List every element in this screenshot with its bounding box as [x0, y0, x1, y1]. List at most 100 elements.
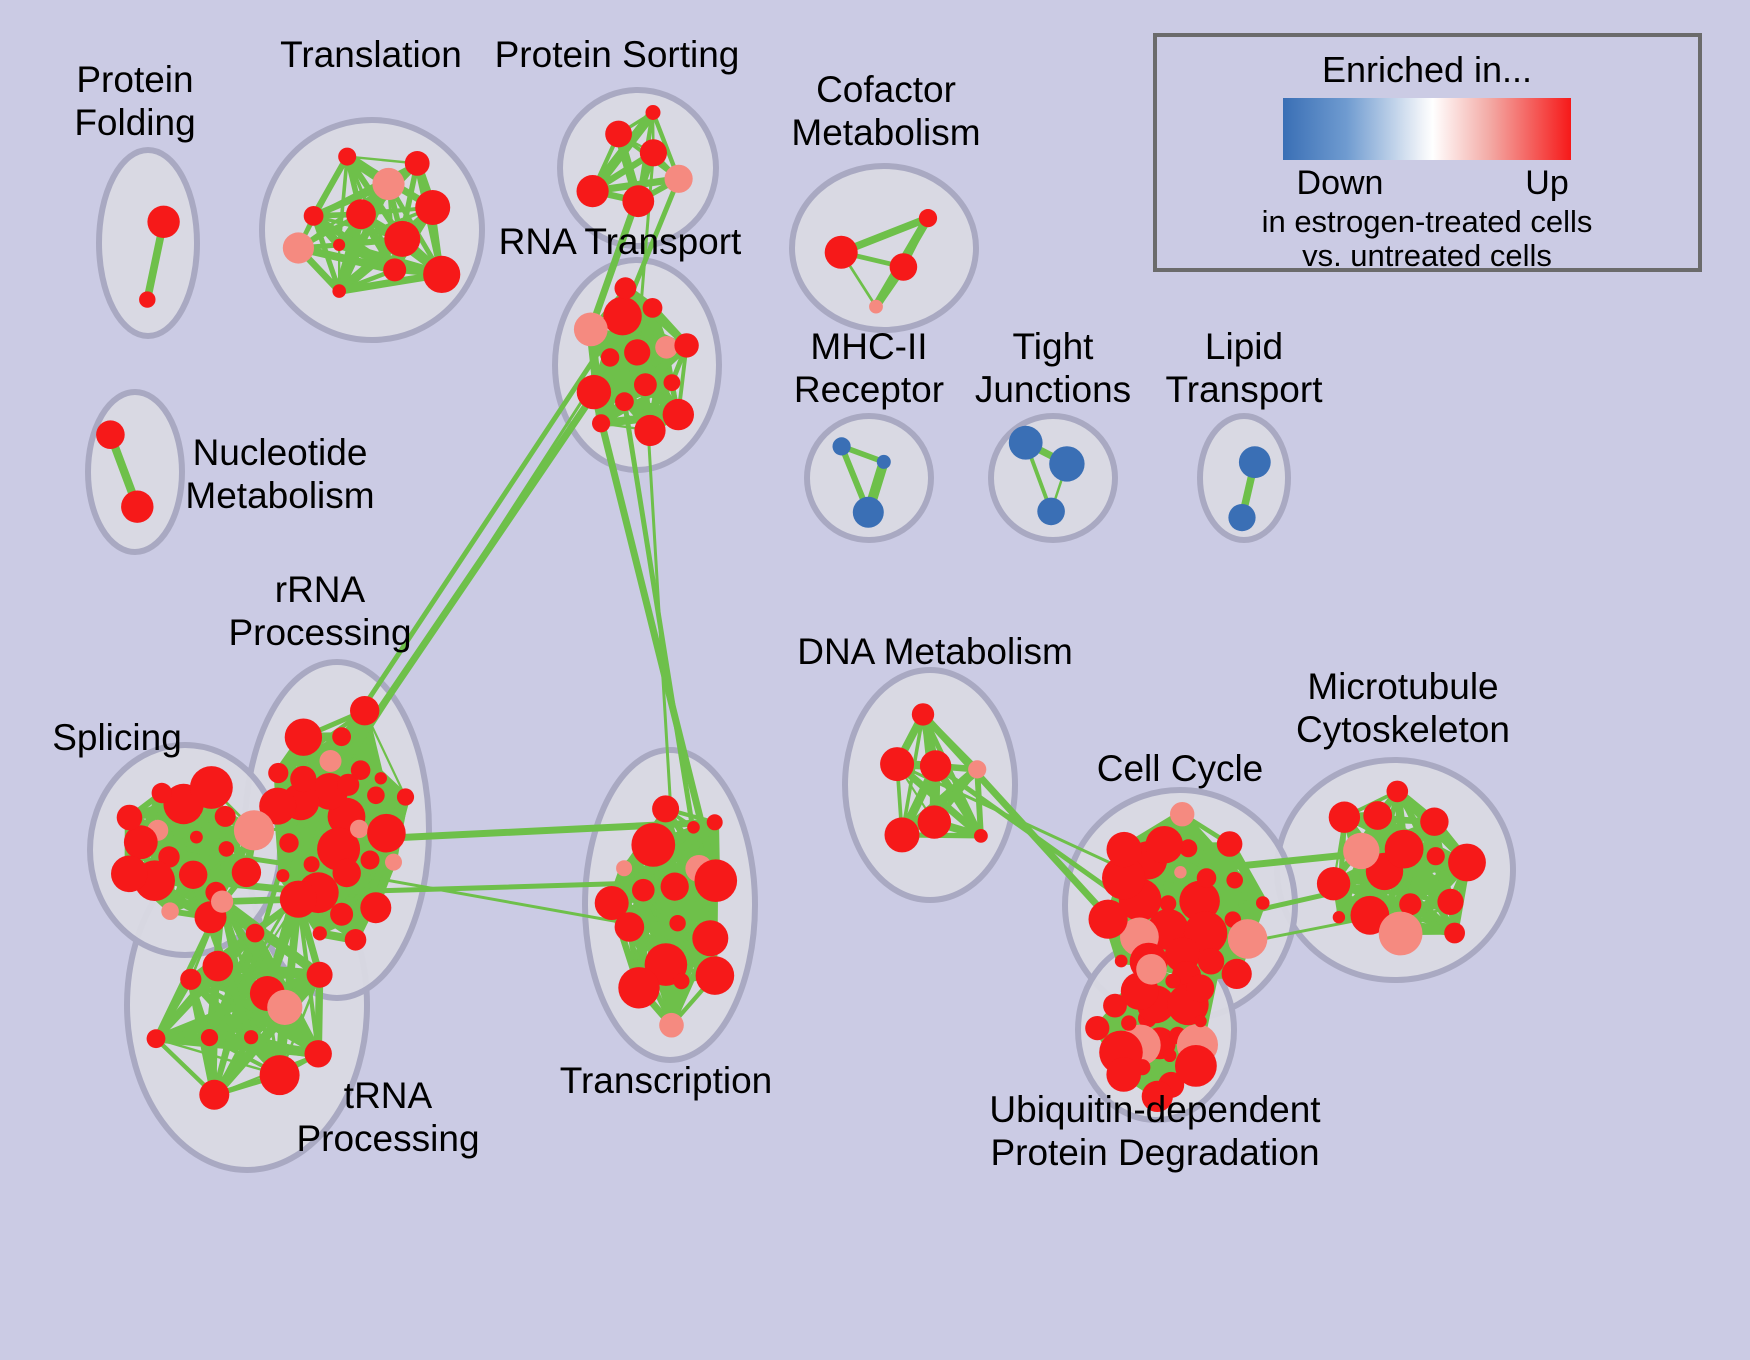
gene-set-node[interactable] — [918, 209, 938, 228]
gene-set-node[interactable] — [423, 255, 461, 293]
gene-set-node[interactable] — [360, 892, 392, 924]
gene-set-node[interactable] — [218, 841, 235, 857]
gene-set-node[interactable] — [304, 1040, 332, 1068]
gene-set-node[interactable] — [312, 926, 327, 941]
gene-set-node[interactable] — [852, 496, 884, 528]
gene-set-node[interactable] — [573, 312, 608, 347]
gene-set-node[interactable] — [634, 373, 657, 397]
gene-set-node[interactable] — [824, 235, 858, 269]
gene-set-node[interactable] — [919, 750, 952, 782]
gene-set-node[interactable] — [576, 175, 609, 208]
gene-set-node[interactable] — [659, 1012, 684, 1038]
gene-set-node[interactable] — [1186, 974, 1215, 1003]
gene-set-node[interactable] — [660, 872, 689, 901]
gene-set-node[interactable] — [974, 829, 988, 843]
gene-set-node[interactable] — [111, 855, 148, 893]
gene-set-node[interactable] — [1145, 826, 1184, 864]
gene-set-node[interactable] — [884, 817, 920, 853]
gene-set-node[interactable] — [233, 810, 275, 851]
gene-set-node[interactable] — [869, 299, 883, 314]
gene-set-node[interactable] — [290, 765, 317, 793]
gene-set-node[interactable] — [614, 277, 637, 300]
gene-set-node[interactable] — [332, 727, 351, 747]
hull-protein-sorting[interactable] — [557, 87, 719, 249]
gene-set-node[interactable] — [1343, 832, 1380, 870]
hull-nucleotide-metabolism[interactable] — [85, 389, 185, 555]
gene-set-node[interactable] — [385, 853, 402, 871]
gene-set-node[interactable] — [372, 167, 405, 201]
gene-set-node[interactable] — [631, 823, 676, 867]
gene-set-node[interactable] — [1085, 1016, 1110, 1041]
gene-set-node[interactable] — [669, 915, 686, 932]
gene-set-node[interactable] — [121, 490, 154, 523]
gene-set-node[interactable] — [214, 805, 236, 827]
gene-set-node[interactable] — [1106, 831, 1142, 868]
gene-set-node[interactable] — [592, 414, 611, 433]
gene-set-node[interactable] — [655, 336, 678, 359]
gene-set-node[interactable] — [1399, 893, 1422, 916]
gene-set-node[interactable] — [374, 772, 387, 785]
gene-set-node[interactable] — [1420, 807, 1449, 836]
gene-set-node[interactable] — [917, 805, 951, 839]
gene-set-node[interactable] — [1426, 847, 1445, 866]
gene-set-node[interactable] — [632, 878, 655, 902]
gene-set-node[interactable] — [911, 703, 935, 726]
hull-protein-folding[interactable] — [96, 147, 200, 339]
gene-set-node[interactable] — [367, 813, 406, 853]
gene-set-node[interactable] — [1121, 1015, 1137, 1031]
gene-set-node[interactable] — [179, 860, 208, 889]
gene-set-node[interactable] — [642, 298, 663, 318]
gene-set-node[interactable] — [1106, 1057, 1141, 1092]
gene-set-node[interactable] — [1238, 446, 1271, 479]
gene-set-node[interactable] — [663, 374, 681, 391]
gene-set-node[interactable] — [1141, 1080, 1173, 1112]
gene-set-node[interactable] — [880, 747, 915, 782]
gene-set-node[interactable] — [616, 860, 633, 877]
gene-set-node[interactable] — [332, 284, 347, 298]
gene-set-node[interactable] — [200, 1029, 219, 1047]
gene-set-node[interactable] — [615, 392, 634, 412]
gene-set-node[interactable] — [284, 718, 323, 756]
gene-set-node[interactable] — [202, 950, 234, 982]
gene-set-node[interactable] — [350, 819, 369, 839]
gene-set-node[interactable] — [346, 199, 376, 230]
gene-set-node[interactable] — [276, 869, 290, 883]
gene-set-node[interactable] — [1174, 866, 1187, 879]
gene-set-node[interactable] — [344, 929, 367, 951]
gene-set-node[interactable] — [1226, 871, 1243, 889]
gene-set-node[interactable] — [706, 814, 723, 831]
gene-set-node[interactable] — [1165, 973, 1181, 989]
gene-set-node[interactable] — [1363, 801, 1393, 830]
gene-set-node[interactable] — [123, 825, 158, 860]
gene-set-node[interactable] — [645, 105, 661, 120]
gene-set-node[interactable] — [259, 787, 297, 825]
gene-set-node[interactable] — [337, 773, 360, 796]
gene-set-node[interactable] — [614, 912, 645, 942]
gene-set-node[interactable] — [350, 760, 371, 780]
gene-set-node[interactable] — [319, 750, 342, 772]
gene-set-node[interactable] — [652, 795, 680, 823]
gene-set-node[interactable] — [1386, 780, 1409, 803]
gene-set-node[interactable] — [279, 880, 317, 918]
gene-set-node[interactable] — [245, 923, 265, 943]
gene-set-node[interactable] — [1448, 843, 1486, 882]
gene-set-node[interactable] — [1049, 446, 1085, 482]
gene-set-node[interactable] — [618, 967, 660, 1009]
gene-set-node[interactable] — [1037, 497, 1065, 526]
gene-set-node[interactable] — [96, 420, 125, 450]
gene-set-node[interactable] — [1350, 895, 1390, 935]
gene-set-node[interactable] — [367, 786, 385, 805]
gene-set-node[interactable] — [889, 253, 918, 281]
gene-set-node[interactable] — [1179, 880, 1220, 922]
gene-set-node[interactable] — [605, 120, 632, 148]
gene-set-node[interactable] — [694, 859, 738, 902]
gene-set-node[interactable] — [634, 414, 666, 447]
gene-set-node[interactable] — [306, 961, 333, 988]
gene-set-node[interactable] — [158, 846, 180, 868]
gene-set-node[interactable] — [1444, 922, 1465, 944]
gene-set-node[interactable] — [1194, 1015, 1207, 1028]
gene-set-node[interactable] — [146, 1029, 166, 1049]
gene-set-node[interactable] — [360, 850, 380, 870]
gene-set-node[interactable] — [279, 833, 299, 853]
gene-set-node[interactable] — [1216, 831, 1243, 857]
